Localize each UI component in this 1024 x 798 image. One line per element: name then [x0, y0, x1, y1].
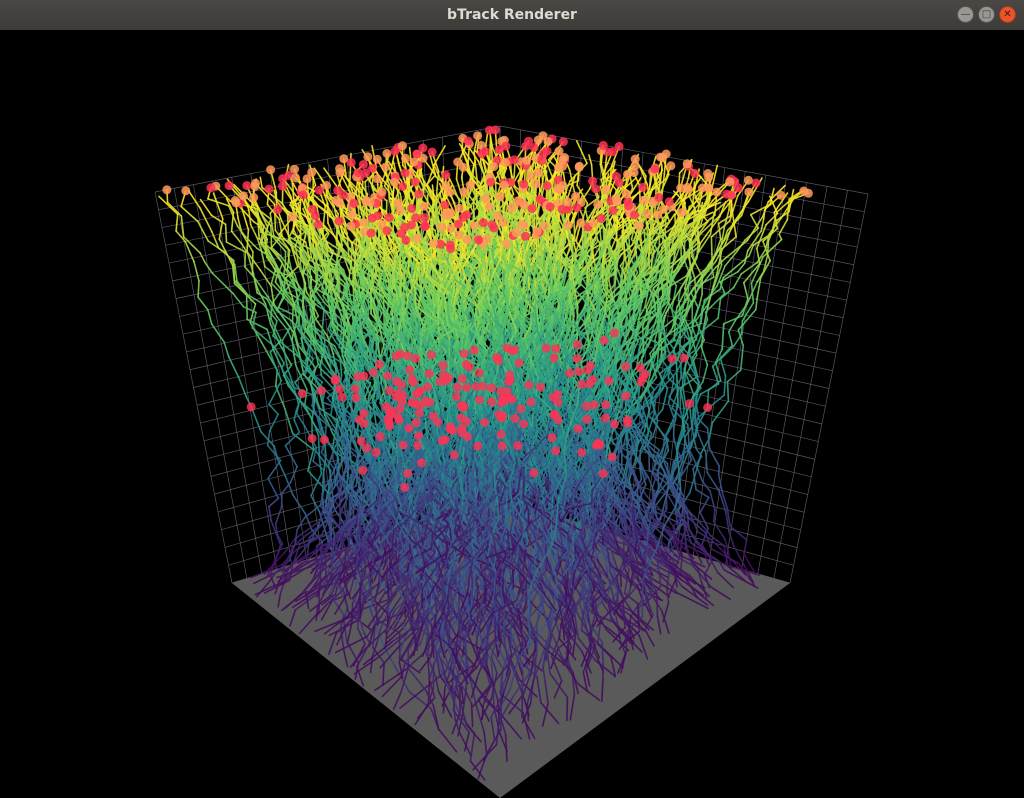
cell-markers — [162, 125, 813, 492]
minimize-button[interactable]: — — [957, 6, 974, 23]
title-bar[interactable]: bTrack Renderer — □ ✕ — [0, 0, 1024, 31]
close-button[interactable]: ✕ — [999, 6, 1016, 23]
minimize-icon: — — [960, 8, 971, 20]
close-icon: ✕ — [1003, 8, 1012, 20]
maximize-button[interactable]: □ — [978, 6, 995, 23]
track-scene — [154, 125, 869, 798]
cell-tracks — [158, 129, 810, 781]
window-title: bTrack Renderer — [447, 7, 577, 23]
maximize-icon: □ — [981, 8, 992, 20]
window-controls: — □ ✕ — [957, 6, 1016, 24]
render-viewport[interactable] — [0, 30, 1024, 798]
